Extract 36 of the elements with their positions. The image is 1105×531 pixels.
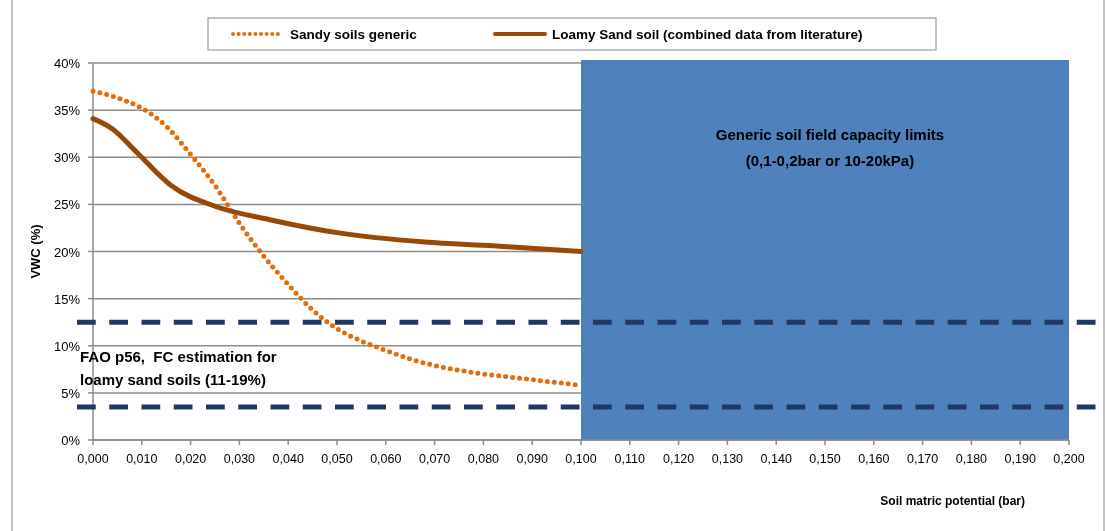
y-tick-label: 10% xyxy=(53,338,81,354)
y-tick-label: 15% xyxy=(53,291,81,307)
x-tick-label: 0,160 xyxy=(858,452,890,466)
x-tick-label: 0,140 xyxy=(760,452,792,466)
y-tick-label: 5% xyxy=(61,385,81,401)
x-tick-label: 0,010 xyxy=(126,452,158,466)
x-tick-label: 0,150 xyxy=(809,452,841,466)
x-axis-title: Soil matric potential (bar) xyxy=(880,494,1025,508)
x-tick-label: 0,050 xyxy=(321,452,353,466)
x-tick-label: 0,080 xyxy=(467,452,500,466)
x-tick-label: 0,100 xyxy=(565,452,597,466)
y-axis-title: VWC (%) xyxy=(28,224,43,279)
annotation: FAO p56, FC estimation for loamy sand soils (11-19%) xyxy=(80,347,277,388)
x-tick-label: 0,040 xyxy=(272,452,304,466)
y-tick-label: 40% xyxy=(53,56,81,71)
x-tick-label: 0,170 xyxy=(906,452,939,466)
x-tick-label: 0,070 xyxy=(418,452,451,466)
x-tick-label: 0,020 xyxy=(174,452,207,466)
legend-label: Sandy soils generic xyxy=(290,27,418,42)
x-tick-label: 0,030 xyxy=(223,452,256,466)
x-tick-label: 0,130 xyxy=(711,452,744,466)
band-label: Generic soil field capacity limits (0,1-0,2bar or 10-20kPa) xyxy=(715,126,945,169)
y-tick-label: 25% xyxy=(53,197,81,213)
x-tick-label: 0,000 xyxy=(77,452,109,466)
y-tick-label: 20% xyxy=(53,244,81,260)
y-tick-label: 0% xyxy=(61,433,81,448)
x-tick-label: 0,090 xyxy=(516,452,548,466)
x-tick-label: 0,110 xyxy=(614,452,646,466)
x-tick-label: 0,190 xyxy=(1004,452,1036,466)
y-tick-label: 35% xyxy=(53,103,81,119)
x-tick-label: 0,180 xyxy=(955,452,988,466)
legend-label: Loamy Sand soil (combined data from literature) xyxy=(552,27,863,42)
x-tick-label: 0,200 xyxy=(1053,452,1085,466)
x-tick-label: 0,060 xyxy=(370,452,402,466)
y-tick-label: 30% xyxy=(53,150,81,166)
x-tick-label: 0,120 xyxy=(662,452,695,466)
